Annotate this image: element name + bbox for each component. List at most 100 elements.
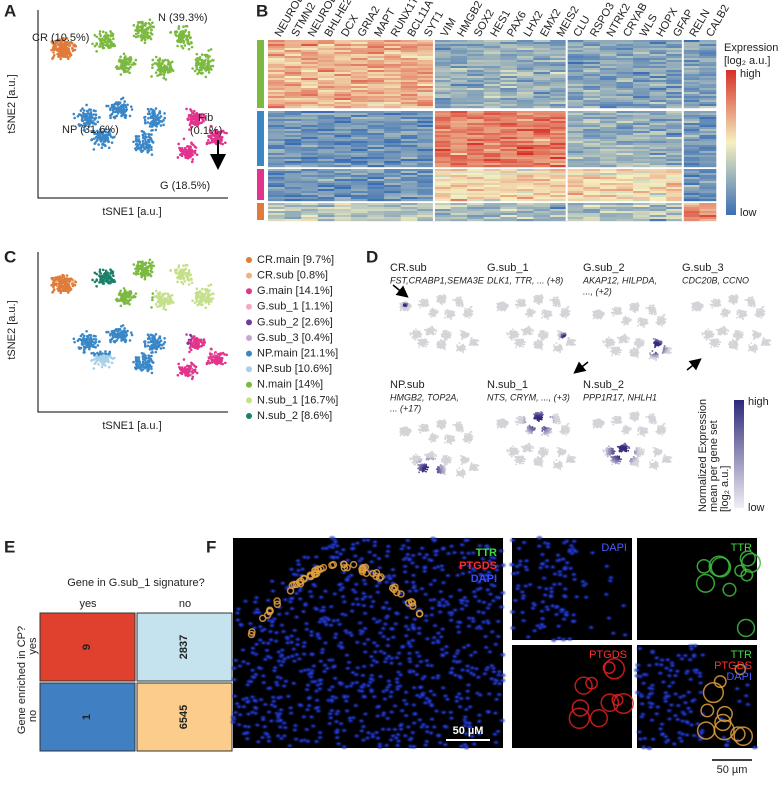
heat-cell (483, 72, 501, 75)
cell-point (200, 53, 204, 56)
heat-cell (550, 48, 567, 51)
heat-cell (400, 177, 418, 180)
cell-point (129, 331, 133, 334)
heat-cell (417, 209, 435, 212)
heat-cell (284, 199, 302, 202)
heat-cell (633, 159, 650, 162)
heat-cell (516, 62, 534, 65)
heat-cell (334, 209, 352, 212)
heat-cell (633, 127, 650, 130)
heat-cell (500, 139, 518, 142)
heat-cell (400, 133, 418, 136)
heat-cell (433, 50, 451, 53)
heat-cell (699, 217, 717, 220)
heat-cell (500, 56, 518, 59)
heat-cell (566, 106, 584, 109)
heat-cell (268, 213, 285, 216)
heat-cell (699, 205, 717, 208)
heat-cell (699, 209, 717, 212)
heat-cell (550, 135, 567, 138)
heat-cell (649, 125, 667, 128)
cell-point (59, 45, 62, 48)
cell-point (53, 46, 56, 49)
heat-cell (649, 48, 667, 51)
heat-cell (384, 175, 402, 178)
heat-cell (516, 117, 534, 120)
cell-point (193, 69, 197, 73)
heat-cell (666, 193, 684, 196)
heat-cell (649, 213, 667, 216)
heat-cell (500, 127, 518, 130)
heat-cell (367, 215, 385, 218)
heat-cell (384, 96, 402, 99)
heat-cell (583, 217, 601, 220)
heat-cell (367, 147, 385, 150)
heat-cell (417, 50, 435, 53)
heat-cell (450, 50, 468, 53)
heat-cell (649, 143, 667, 146)
heat-cell (533, 163, 551, 166)
cell-point (180, 146, 184, 150)
heat-cell (350, 40, 368, 43)
cell-point (143, 344, 147, 348)
heat-cell (400, 111, 418, 114)
heat-cell (467, 157, 485, 160)
cell-point (124, 291, 128, 295)
cell-point (103, 352, 107, 355)
heat-cell (599, 42, 617, 45)
heat-cell (666, 106, 684, 109)
cell-point (145, 145, 149, 148)
heat-cell (616, 76, 634, 79)
cell-point (51, 283, 55, 287)
heat-cell (483, 161, 501, 164)
heat-cell (350, 193, 368, 196)
heat-cell (566, 139, 584, 142)
heat-cell (583, 181, 601, 184)
cell-point (157, 343, 161, 346)
cell-point (136, 139, 140, 143)
heat-cell (516, 195, 534, 198)
heat-cell (317, 217, 335, 220)
cell-point (146, 369, 150, 373)
heat-cell (500, 147, 518, 150)
cell-point (107, 146, 111, 150)
cell-point (151, 261, 154, 264)
heat-cell (500, 98, 518, 101)
heat-cell (317, 113, 335, 116)
heat-cell (550, 207, 567, 210)
heat-cell (433, 88, 451, 91)
heat-cell (467, 153, 485, 156)
heat-cell (483, 145, 501, 148)
heat-cell (317, 209, 335, 212)
heat-cell (334, 106, 352, 109)
heat-cell (350, 80, 368, 83)
cell-point (160, 62, 163, 66)
cell-point (152, 264, 156, 268)
heat-cell (483, 135, 501, 138)
heat-cell (533, 123, 551, 126)
heat-cell (417, 147, 435, 150)
heat-cell (666, 217, 684, 220)
heat-cell (384, 203, 402, 206)
heat-cell (284, 94, 302, 97)
heat-cell (268, 203, 285, 206)
heat-cell (301, 143, 319, 146)
heat-cell (699, 177, 717, 180)
heat-cell (301, 90, 319, 93)
heat-cell (317, 62, 335, 65)
cell-point (70, 278, 74, 281)
heat-cell (633, 86, 650, 89)
heat-cell (400, 203, 418, 206)
heat-cell (682, 139, 700, 142)
heat-cell (566, 100, 584, 103)
heat-cell (649, 92, 667, 95)
cell-point (112, 42, 116, 46)
heat-cell (550, 127, 567, 130)
heat-cell (649, 191, 667, 194)
heat-cell (666, 98, 684, 101)
heat-cell (367, 173, 385, 176)
cell-point (98, 340, 101, 343)
cell-point (63, 46, 67, 49)
cell-point (132, 61, 136, 65)
cell-point (98, 30, 102, 33)
